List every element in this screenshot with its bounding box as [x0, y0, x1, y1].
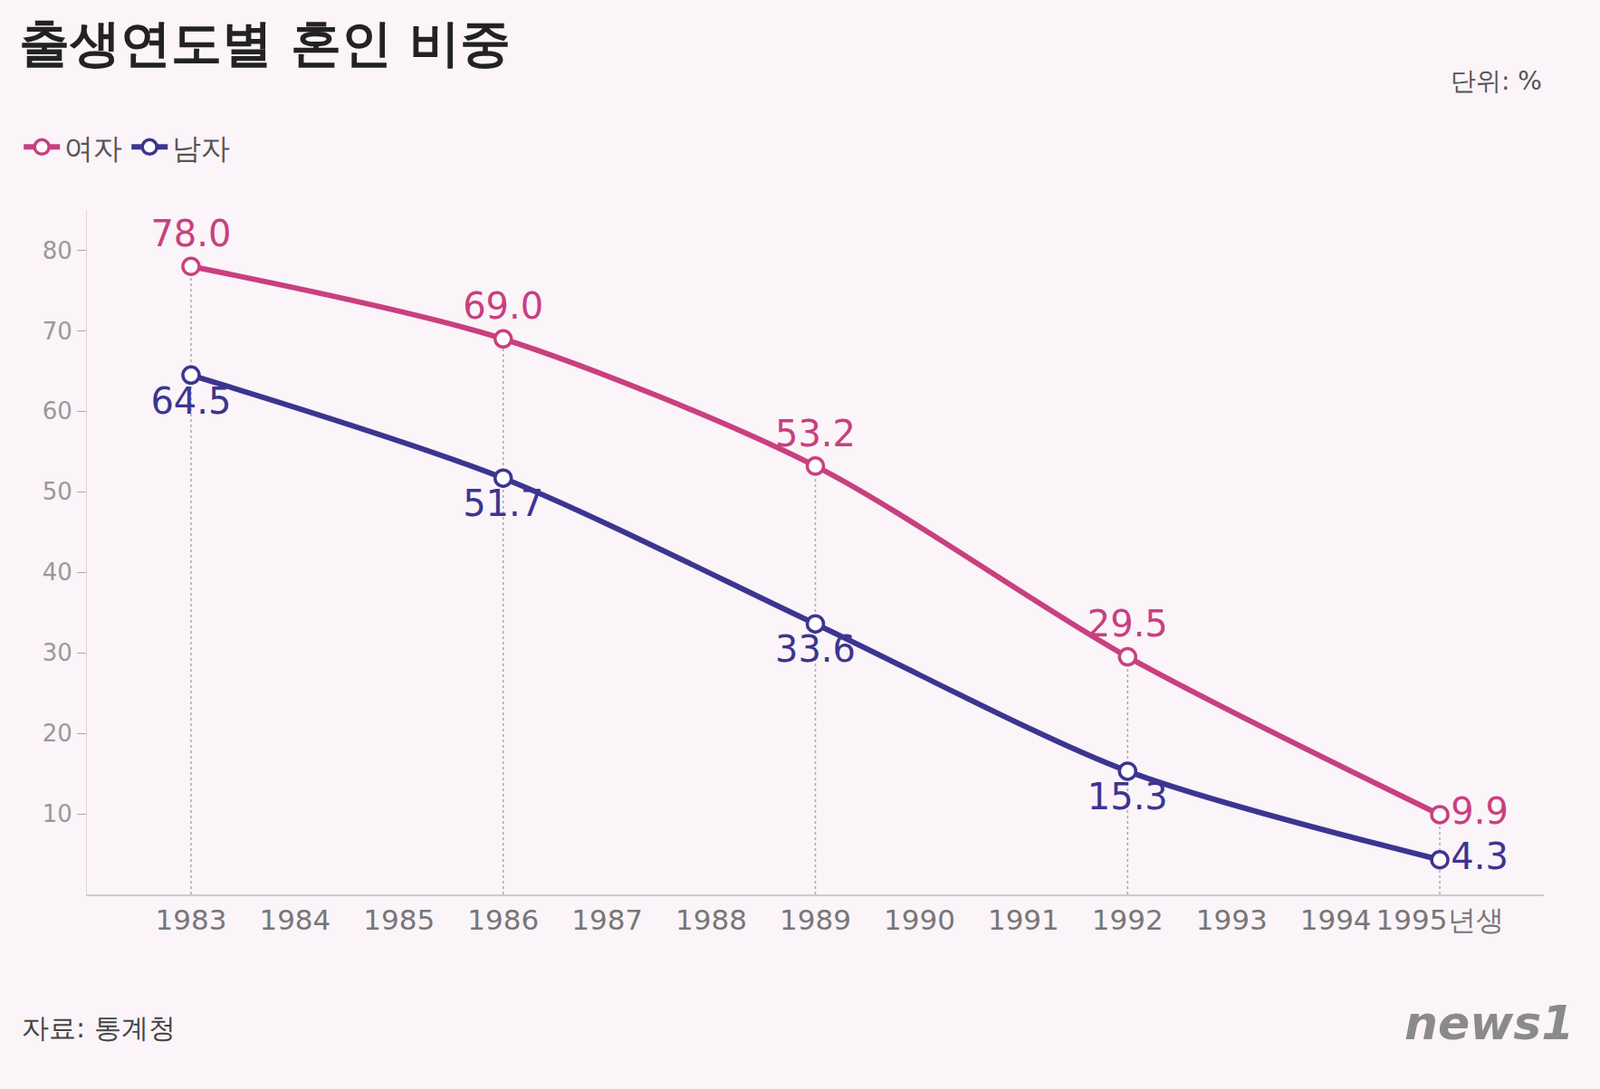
svg-text:1993: 1993 [1196, 903, 1268, 937]
svg-text:50: 50 [42, 478, 73, 506]
svg-text:자료: 통계청: 자료: 통계청 [21, 1012, 176, 1045]
svg-text:1990: 1990 [883, 903, 956, 937]
svg-text:1994: 1994 [1300, 903, 1372, 937]
svg-text:69.0: 69.0 [462, 285, 544, 327]
svg-text:53.2: 53.2 [775, 412, 856, 455]
svg-text:단위: %: 단위: % [1450, 66, 1543, 96]
svg-text:51.7: 51.7 [462, 482, 544, 525]
svg-text:64.5: 64.5 [150, 380, 231, 422]
svg-text:1992: 1992 [1092, 903, 1164, 937]
svg-text:60: 60 [42, 397, 73, 425]
svg-text:여자: 여자 [64, 131, 123, 166]
svg-text:1991: 1991 [987, 903, 1060, 937]
svg-text:30: 30 [42, 639, 73, 667]
svg-text:출생연도별 혼인 비중: 출생연도별 혼인 비중 [19, 13, 511, 73]
svg-text:1983: 1983 [154, 903, 227, 937]
svg-text:80: 80 [42, 237, 73, 265]
svg-text:1989: 1989 [779, 903, 852, 937]
svg-text:29.5: 29.5 [1087, 603, 1169, 645]
svg-text:33.6: 33.6 [775, 628, 856, 671]
svg-text:남자: 남자 [172, 131, 230, 166]
svg-text:1995년생: 1995년생 [1376, 903, 1505, 937]
svg-text:1987: 1987 [571, 903, 643, 937]
svg-text:4.3: 4.3 [1450, 835, 1509, 878]
svg-text:10: 10 [42, 800, 73, 828]
svg-text:70: 70 [42, 317, 73, 345]
svg-text:1984: 1984 [258, 903, 331, 937]
svg-text:1985: 1985 [363, 903, 435, 937]
svg-text:1986: 1986 [467, 903, 539, 937]
svg-text:news1: news1 [1404, 996, 1574, 1051]
svg-text:78.0: 78.0 [150, 212, 231, 255]
svg-text:20: 20 [42, 719, 73, 748]
svg-text:1988: 1988 [675, 903, 748, 937]
svg-text:9.9: 9.9 [1450, 790, 1509, 833]
svg-text:40: 40 [42, 558, 73, 586]
svg-text:15.3: 15.3 [1087, 776, 1169, 818]
